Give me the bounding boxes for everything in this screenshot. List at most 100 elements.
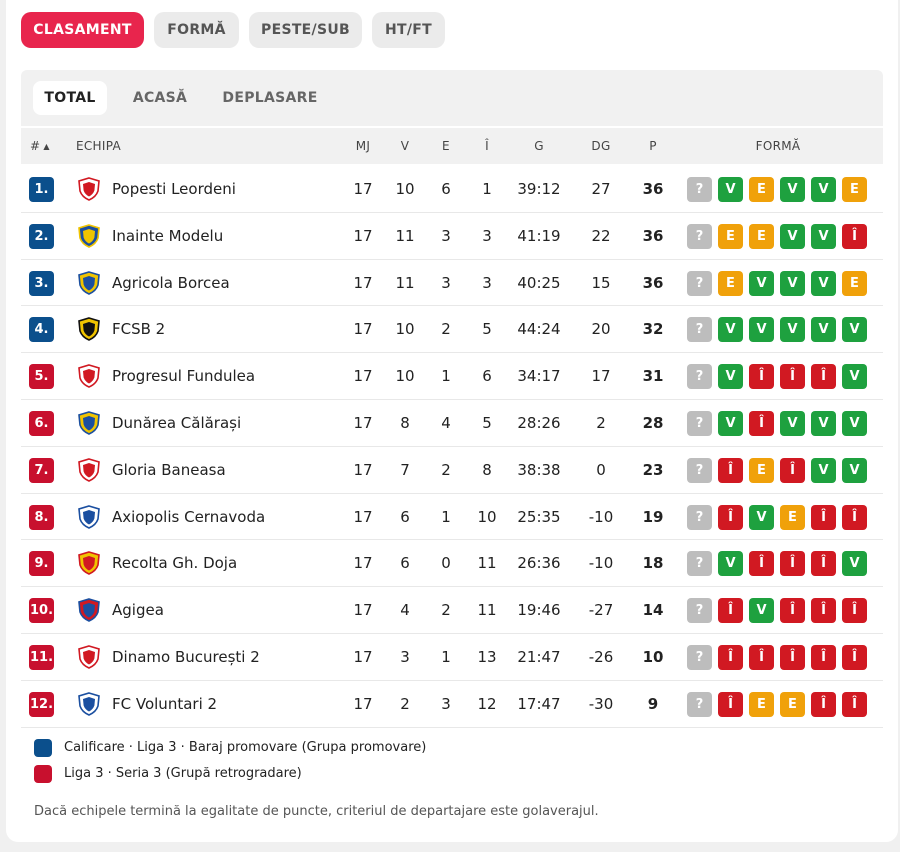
form-draw-badge[interactable]: E — [842, 270, 867, 296]
form-draw-badge[interactable]: E — [718, 270, 743, 296]
form-loss-badge[interactable]: Î — [811, 598, 836, 624]
form-win-badge[interactable]: V — [749, 317, 774, 343]
table-row[interactable]: 12. FC Voluntari 2 17 2 3 12 17:47 -30 9? Î E E Î Î — [21, 681, 883, 728]
team-name[interactable]: Dinamo București 2 — [112, 647, 260, 666]
form-win-badge[interactable]: V — [842, 551, 867, 577]
form-draw-badge[interactable]: E — [780, 504, 805, 530]
form-win-badge[interactable]: V — [718, 177, 743, 202]
form-win-badge[interactable]: V — [780, 223, 805, 249]
table-row[interactable]: 8. Axiopolis Cernavoda 17 6 1 10 25:35 -10 19? Î V… — [21, 494, 883, 541]
form-win-badge[interactable]: V — [749, 270, 774, 296]
team-name[interactable]: FC Voluntari 2 — [112, 694, 218, 713]
form-loss-badge[interactable]: Î — [749, 644, 774, 670]
team-name[interactable]: FCSB 2 — [112, 320, 166, 339]
subtab-deplasare[interactable]: DEPLASARE — [222, 90, 318, 106]
form-draw-badge[interactable]: E — [780, 691, 805, 717]
form-loss-badge[interactable]: Î — [780, 644, 805, 670]
form-upcoming-badge[interactable]: ? — [687, 598, 712, 624]
form-loss-badge[interactable]: Î — [811, 691, 836, 717]
form-loss-badge[interactable]: Î — [718, 644, 743, 670]
form-loss-badge[interactable]: Î — [780, 598, 805, 624]
table-row[interactable]: 2. Inainte Modelu 17 11 3 3 41:19 22 36? E E V V Î — [21, 213, 883, 260]
form-win-badge[interactable]: V — [718, 364, 743, 390]
team-name[interactable]: Dunărea Călărași — [112, 413, 242, 432]
form-loss-badge[interactable]: Î — [780, 364, 805, 390]
tab-clasament[interactable]: CLASAMENT — [21, 12, 144, 48]
form-draw-badge[interactable]: E — [749, 223, 774, 249]
team-name[interactable]: Popesti Leordeni — [112, 180, 236, 198]
form-loss-badge[interactable]: Î — [842, 598, 867, 624]
form-loss-badge[interactable]: Î — [749, 364, 774, 390]
table-row[interactable]: 11. Dinamo București 2 17 3 1 13 21:47 -26 10? Î Î… — [21, 634, 883, 681]
table-row[interactable]: 3. Agricola Borcea 17 11 3 3 40:25 15 36? E V V V E — [21, 260, 883, 307]
form-loss-badge[interactable]: Î — [811, 504, 836, 530]
form-upcoming-badge[interactable]: ? — [687, 317, 712, 343]
table-row[interactable]: 5. Progresul Fundulea 17 10 1 6 34:17 17 31? V Î Î Î… — [21, 353, 883, 400]
form-upcoming-badge[interactable]: ? — [687, 364, 712, 390]
form-upcoming-badge[interactable]: ? — [687, 177, 712, 202]
form-win-badge[interactable]: V — [842, 457, 867, 483]
form-loss-badge[interactable]: Î — [718, 691, 743, 717]
form-upcoming-badge[interactable]: ? — [687, 551, 712, 577]
table-row[interactable]: 7. Gloria Baneasa 17 7 2 8 38:38 0 23? Î E Î V V — [21, 447, 883, 494]
team-name[interactable]: Gloria Baneasa — [112, 460, 226, 479]
table-row[interactable]: 6. Dunărea Călărași 17 8 4 5 28:26 2 28? V Î V V V — [21, 400, 883, 447]
form-loss-badge[interactable]: Î — [780, 457, 805, 483]
form-win-badge[interactable]: V — [749, 598, 774, 624]
form-loss-badge[interactable]: Î — [842, 644, 867, 670]
form-upcoming-badge[interactable]: ? — [687, 270, 712, 296]
table-row[interactable]: 4. FCSB 2 17 10 2 5 44:24 20 32? V V V V V — [21, 306, 883, 354]
form-draw-badge[interactable]: E — [749, 457, 774, 483]
form-win-badge[interactable]: V — [718, 551, 743, 577]
form-draw-badge[interactable]: E — [842, 177, 867, 202]
form-draw-badge[interactable]: E — [749, 177, 774, 202]
form-loss-badge[interactable]: Î — [749, 551, 774, 577]
col-rank-header[interactable]: # ▲ — [30, 139, 50, 153]
form-upcoming-badge[interactable]: ? — [687, 504, 712, 530]
team-name[interactable]: Agricola Borcea — [112, 273, 230, 292]
form-win-badge[interactable]: V — [842, 364, 867, 390]
form-loss-badge[interactable]: Î — [780, 551, 805, 577]
form-loss-badge[interactable]: Î — [842, 504, 867, 530]
form-win-badge[interactable]: V — [780, 317, 805, 343]
form-loss-badge[interactable]: Î — [718, 598, 743, 624]
form-win-badge[interactable]: V — [811, 457, 836, 483]
form-win-badge[interactable]: V — [718, 317, 743, 343]
form-loss-badge[interactable]: Î — [749, 410, 774, 436]
team-name[interactable]: Agigea — [112, 601, 164, 620]
form-upcoming-badge[interactable]: ? — [687, 457, 712, 483]
form-draw-badge[interactable]: E — [749, 691, 774, 717]
form-loss-badge[interactable]: Î — [811, 644, 836, 670]
form-upcoming-badge[interactable]: ? — [687, 691, 712, 717]
form-win-badge[interactable]: V — [842, 410, 867, 436]
tab-peste-sub[interactable]: PESTE/SUB — [249, 12, 362, 48]
form-win-badge[interactable]: V — [811, 270, 836, 296]
form-upcoming-badge[interactable]: ? — [687, 223, 712, 249]
team-name[interactable]: Recolta Gh. Doja — [112, 554, 238, 573]
form-loss-badge[interactable]: Î — [842, 691, 867, 717]
form-win-badge[interactable]: V — [780, 410, 805, 436]
form-upcoming-badge[interactable]: ? — [687, 410, 712, 436]
table-row[interactable]: 1. Popesti Leordeni 17 10 6 1 39:12 27 36? V E V V E — [21, 166, 883, 213]
table-row[interactable]: 9. Recolta Gh. Doja 17 6 0 11 26:36 -10 18? V Î Î Î V — [21, 540, 883, 588]
form-loss-badge[interactable]: Î — [718, 457, 743, 483]
team-name[interactable]: Inainte Modelu — [112, 226, 224, 245]
form-win-badge[interactable]: V — [811, 410, 836, 436]
form-win-badge[interactable]: V — [811, 317, 836, 343]
form-win-badge[interactable]: V — [780, 177, 805, 202]
subtab-acasa[interactable]: ACASĂ — [132, 90, 188, 106]
form-win-badge[interactable]: V — [780, 270, 805, 296]
form-win-badge[interactable]: V — [749, 504, 774, 530]
tab-forma[interactable]: FORMĂ — [154, 12, 239, 48]
form-loss-badge[interactable]: Î — [811, 551, 836, 577]
form-loss-badge[interactable]: Î — [811, 364, 836, 390]
form-win-badge[interactable]: V — [842, 317, 867, 343]
form-win-badge[interactable]: V — [811, 223, 836, 249]
team-name[interactable]: Axiopolis Cernavoda — [112, 507, 266, 526]
form-draw-badge[interactable]: E — [718, 223, 743, 249]
form-upcoming-badge[interactable]: ? — [687, 644, 712, 670]
form-loss-badge[interactable]: Î — [718, 504, 743, 530]
tab-ht-ft[interactable]: HT/FT — [372, 12, 445, 48]
table-row[interactable]: 10. Agigea 17 4 2 11 19:46 -27 14? Î V Î Î Î — [21, 587, 883, 634]
form-win-badge[interactable]: V — [811, 177, 836, 202]
